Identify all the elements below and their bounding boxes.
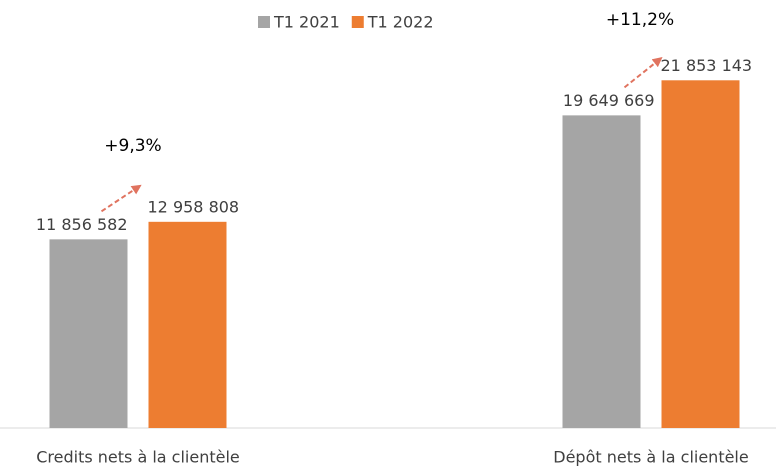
- value-label: 11 856 582: [36, 215, 128, 234]
- annotation: +9,3%: [104, 136, 161, 156]
- bar: [49, 239, 128, 428]
- legend-label: T1 2022: [367, 13, 434, 32]
- bar: [562, 115, 641, 428]
- x-tick-label: Credits nets à la clientèle: [36, 448, 240, 467]
- x-tick-label: Dépôt nets à la clientèle: [553, 448, 748, 467]
- legend-label: T1 2021: [273, 13, 340, 32]
- annotation: +11,2%: [606, 10, 674, 30]
- value-label: 19 649 669: [563, 91, 655, 110]
- value-label: 12 958 808: [148, 197, 240, 216]
- growth-arrow: [623, 57, 663, 89]
- bar: [148, 221, 227, 428]
- legend-swatch: [351, 16, 364, 28]
- bar: [661, 80, 740, 428]
- legend-swatch: [258, 16, 270, 28]
- growth-arrow: [100, 184, 142, 213]
- value-label: 21 853 143: [661, 56, 753, 75]
